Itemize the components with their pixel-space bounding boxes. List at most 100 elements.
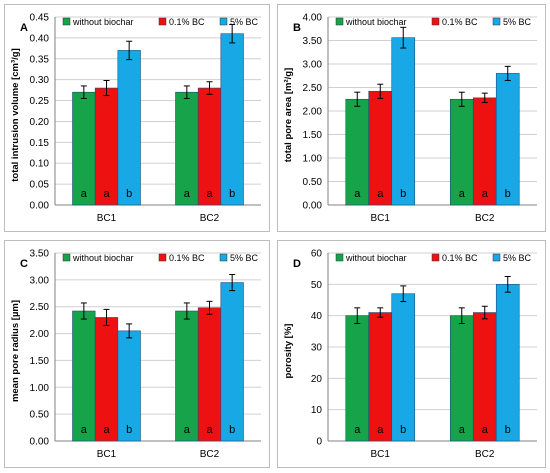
- bar: [391, 293, 416, 442]
- legend-label: 5% BC: [503, 17, 532, 27]
- significance-label: b: [229, 424, 235, 436]
- chart-svg-b: 0.00 0.50 1.00 1.50 2.00 2.50 3.00 3.50 4.00 a a b B…: [283, 13, 537, 224]
- bar: [495, 284, 520, 442]
- significance-label: b: [505, 424, 511, 436]
- y-tick-label: 1.50: [303, 130, 323, 141]
- y-tick-label: 0.45: [30, 13, 50, 24]
- significance-label: a: [206, 188, 213, 200]
- y-tick-label: 40: [311, 311, 323, 322]
- bar: [391, 37, 416, 206]
- y-tick-label: 3.50: [303, 36, 323, 47]
- panel-label: B: [293, 22, 301, 34]
- significance-label: a: [184, 188, 191, 200]
- legend-swatch: [335, 253, 344, 262]
- y-tick-label: 1.00: [30, 383, 50, 394]
- y-tick-label: 50: [311, 280, 323, 291]
- significance-label: a: [184, 424, 191, 436]
- significance-label: a: [377, 188, 384, 200]
- y-tick-label: 0.40: [30, 33, 50, 44]
- legend-swatch: [158, 253, 167, 262]
- significance-label: a: [103, 424, 110, 436]
- significance-label: a: [354, 424, 361, 436]
- legend-swatch: [431, 253, 440, 262]
- bar: [72, 310, 96, 442]
- legend-swatch: [335, 17, 344, 26]
- y-axis-label: total pore area [m²/g]: [283, 68, 294, 163]
- significance-label: a: [459, 424, 466, 436]
- legend-swatch: [492, 17, 501, 26]
- x-category-label: BC1: [97, 449, 117, 460]
- legend-label: 0.1% BC: [442, 17, 478, 27]
- legend-label: without biochar: [72, 253, 134, 263]
- y-tick-label: 0.10: [30, 159, 50, 170]
- x-category-label: BC1: [371, 449, 391, 460]
- significance-label: b: [505, 188, 511, 200]
- x-category-label: BC2: [475, 213, 495, 224]
- legend-swatch: [492, 253, 501, 262]
- x-category-label: BC2: [200, 213, 220, 224]
- panel-label: C: [20, 258, 28, 270]
- x-category-label: BC1: [371, 213, 391, 224]
- legend-label: 5% BC: [230, 17, 259, 27]
- chart-svg-a: 0.00 0.05 0.10 0.15 0.20 0.25 0.30 0.35 0.40 0.45…: [10, 13, 261, 224]
- legend-label: without biochar: [345, 17, 407, 27]
- y-tick-label: 60: [311, 249, 323, 260]
- significance-label: a: [81, 424, 88, 436]
- y-tick-label: 0.05: [30, 180, 50, 191]
- bar: [449, 315, 474, 442]
- bar: [472, 312, 497, 442]
- y-tick-label: 0.35: [30, 54, 50, 65]
- significance-label: b: [126, 424, 132, 436]
- significance-label: b: [400, 424, 406, 436]
- x-category-label: BC2: [200, 449, 220, 460]
- y-tick-label: 0.00: [30, 437, 50, 448]
- chart-panel-a: 0.00 0.05 0.10 0.15 0.20 0.25 0.30 0.35 0.40 0.45…: [4, 4, 270, 232]
- bar: [345, 315, 370, 442]
- y-tick-label: 2.50: [30, 302, 50, 313]
- y-tick-label: 3.50: [30, 249, 50, 260]
- chart-panel-b: 0.00 0.50 1.00 1.50 2.00 2.50 3.00 3.50 4.00 a a b B…: [277, 4, 546, 232]
- significance-label: b: [400, 188, 406, 200]
- legend-label: 0.1% BC: [169, 253, 205, 263]
- y-tick-label: 3.00: [303, 60, 323, 71]
- y-tick-label: 0.00: [303, 201, 323, 212]
- panel-label: A: [20, 22, 28, 34]
- y-tick-label: 0.15: [30, 138, 50, 149]
- y-tick-label: 1.00: [303, 154, 323, 165]
- legend-label: 0.1% BC: [442, 253, 478, 263]
- bar: [94, 317, 119, 442]
- bar: [175, 310, 199, 442]
- y-tick-label: 0.50: [30, 410, 50, 421]
- y-tick-label: 2.50: [303, 83, 323, 94]
- y-tick-label: 0.00: [30, 201, 50, 212]
- y-tick-label: 1.50: [30, 356, 50, 367]
- legend-swatch: [219, 253, 228, 262]
- significance-label: a: [482, 424, 489, 436]
- y-tick-label: 0.30: [30, 75, 50, 86]
- bar: [117, 50, 141, 206]
- significance-label: a: [206, 424, 213, 436]
- y-tick-label: 2.00: [30, 329, 50, 340]
- bar: [197, 307, 222, 442]
- chart-panel-c: 0.00 0.50 1.00 1.50 2.00 2.50 3.00 3.50 a a b BC1 a a…: [4, 240, 270, 468]
- significance-label: a: [354, 188, 361, 200]
- significance-label: b: [229, 188, 235, 200]
- bar: [368, 312, 393, 442]
- legend-label: 5% BC: [503, 253, 532, 263]
- legend-label: without biochar: [72, 17, 134, 27]
- legend-swatch: [62, 253, 71, 262]
- y-tick-label: 0.50: [303, 177, 323, 188]
- legend-label: 0.1% BC: [169, 17, 205, 27]
- legend-label: without biochar: [345, 253, 407, 263]
- legend-swatch: [219, 17, 228, 26]
- bar: [495, 73, 520, 206]
- y-tick-label: 0: [316, 437, 322, 448]
- y-axis-label: porosity [%]: [283, 324, 294, 379]
- y-axis-label: mean pore radius [µm]: [10, 300, 21, 402]
- y-tick-label: 4.00: [303, 13, 323, 24]
- legend-swatch: [158, 17, 167, 26]
- legend-swatch: [431, 17, 440, 26]
- significance-label: a: [482, 188, 489, 200]
